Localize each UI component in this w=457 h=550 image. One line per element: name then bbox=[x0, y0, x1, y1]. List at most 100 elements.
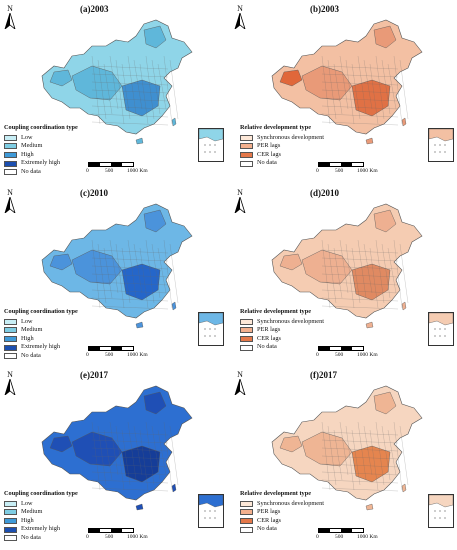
legend-label: Low bbox=[21, 133, 33, 141]
legend-label: No data bbox=[21, 167, 41, 175]
south-china-sea-inset bbox=[428, 312, 454, 346]
legend-item: CER lags bbox=[240, 517, 324, 526]
legend-label: CER lags bbox=[257, 150, 281, 158]
legend-item: Extremely high bbox=[4, 159, 78, 168]
legend-item: Synchronous development bbox=[240, 318, 324, 327]
scale-label-500: 500 bbox=[105, 534, 114, 540]
scale-label-500: 500 bbox=[335, 168, 344, 174]
legend-item: Extremely high bbox=[4, 343, 78, 352]
legend-swatch bbox=[4, 500, 17, 507]
hainan bbox=[365, 137, 374, 145]
legend-item: No data bbox=[240, 525, 324, 534]
legend-item: Medium bbox=[4, 326, 78, 335]
south-china-sea-inset bbox=[198, 128, 224, 162]
north-label: N bbox=[237, 4, 243, 13]
panel-title: (d)2010 bbox=[310, 188, 339, 198]
region-west bbox=[71, 249, 123, 285]
taiwan bbox=[171, 117, 177, 127]
legend-swatch bbox=[240, 318, 253, 325]
region-west bbox=[301, 65, 353, 101]
province-map bbox=[41, 385, 193, 511]
south-china-sea-inset bbox=[428, 128, 454, 162]
map-panel-c: N (c)2010 Coupling coordination type Low Med… bbox=[2, 186, 227, 368]
map-panel-f: N (f)2017 Relative development type Synchro… bbox=[232, 368, 457, 550]
taiwan bbox=[171, 483, 177, 493]
hainan bbox=[135, 503, 144, 511]
scale-label-1000: 1000 Km bbox=[127, 168, 148, 174]
legend-item: Low bbox=[4, 318, 78, 327]
region-east bbox=[121, 263, 161, 301]
legend-item: No data bbox=[240, 343, 324, 352]
region-xinjiang bbox=[279, 435, 303, 453]
map-panel-b: N (b)2003 Relative development type Synchro… bbox=[232, 2, 457, 184]
legend-label: Synchronous development bbox=[257, 133, 324, 141]
legend-title: Relative development type bbox=[240, 124, 311, 131]
legend-swatch bbox=[240, 336, 253, 343]
region-east bbox=[351, 263, 391, 301]
legend-swatch bbox=[240, 344, 253, 351]
legend-title: Relative development type bbox=[240, 308, 311, 315]
legend: Coupling coordination type Low Medium High E… bbox=[4, 124, 78, 177]
province-map bbox=[41, 19, 193, 145]
scale-label-1000: 1000 Km bbox=[127, 352, 148, 358]
legend-label: No data bbox=[257, 525, 277, 533]
legend-item: Medium bbox=[4, 142, 78, 151]
region-east bbox=[121, 79, 161, 117]
legend-title: Coupling coordination type bbox=[4, 308, 78, 315]
map-panel-a: N (a)2003 Coupling coordination type Low Med… bbox=[2, 2, 227, 184]
legend-swatch bbox=[4, 344, 17, 351]
scale-label-500: 500 bbox=[105, 168, 114, 174]
legend-label: PER lags bbox=[257, 326, 281, 334]
legend: Coupling coordination type Low Medium High E… bbox=[4, 490, 78, 543]
legend-swatch bbox=[240, 518, 253, 525]
legend-swatch bbox=[4, 353, 17, 360]
legend-label: High bbox=[21, 516, 34, 524]
scale-label-1000: 1000 Km bbox=[357, 534, 378, 540]
region-northeast bbox=[373, 391, 397, 415]
legend-label: Synchronous development bbox=[257, 499, 324, 507]
legend-title: Coupling coordination type bbox=[4, 124, 78, 131]
panel-title: (e)2017 bbox=[80, 370, 108, 380]
legend-item: Synchronous development bbox=[240, 500, 324, 509]
region-northeast bbox=[373, 209, 397, 233]
scale-label-500: 500 bbox=[105, 352, 114, 358]
legend-item: High bbox=[4, 335, 78, 344]
hainan bbox=[365, 321, 374, 329]
north-arrow-icon: N bbox=[4, 4, 16, 29]
legend-label: Medium bbox=[21, 142, 43, 150]
scale-bar: 0 500 1000 Km bbox=[316, 162, 388, 175]
legend-swatch bbox=[4, 134, 17, 141]
region-east bbox=[351, 79, 391, 117]
legend-label: No data bbox=[21, 351, 41, 359]
legend-label: High bbox=[21, 334, 34, 342]
legend-swatch bbox=[4, 143, 17, 150]
scale-label-500: 500 bbox=[335, 534, 344, 540]
legend-label: Extremely high bbox=[21, 343, 60, 351]
north-arrow-icon: N bbox=[234, 370, 246, 395]
map-panel-e: N (e)2017 Coupling coordination type Low Med… bbox=[2, 368, 227, 550]
scale-label-0: 0 bbox=[316, 352, 319, 358]
legend-swatch bbox=[4, 535, 17, 542]
region-northeast bbox=[143, 25, 167, 49]
region-east bbox=[121, 445, 161, 483]
legend-swatch bbox=[4, 327, 17, 334]
map-panel-d: N (d)2010 Relative development type Synchro… bbox=[232, 186, 457, 368]
legend-swatch bbox=[240, 160, 253, 167]
region-west bbox=[71, 65, 123, 101]
scale-label-0: 0 bbox=[86, 168, 89, 174]
scale-bar: 0 500 1000 Km bbox=[316, 528, 388, 541]
legend-swatch bbox=[240, 327, 253, 334]
north-label: N bbox=[237, 370, 243, 379]
region-northeast bbox=[143, 391, 167, 415]
legend-label: Extremely high bbox=[21, 159, 60, 167]
scale-label-1000: 1000 Km bbox=[357, 168, 378, 174]
legend-item: No data bbox=[240, 159, 324, 168]
legend-label: Low bbox=[21, 499, 33, 507]
legend-label: Extremely high bbox=[21, 525, 60, 533]
scale-bar: 0 500 1000 Km bbox=[86, 162, 158, 175]
scale-label-0: 0 bbox=[316, 168, 319, 174]
legend-label: Medium bbox=[21, 508, 43, 516]
north-arrow-icon: N bbox=[4, 370, 16, 395]
region-east bbox=[351, 445, 391, 483]
legend-swatch bbox=[4, 509, 17, 516]
